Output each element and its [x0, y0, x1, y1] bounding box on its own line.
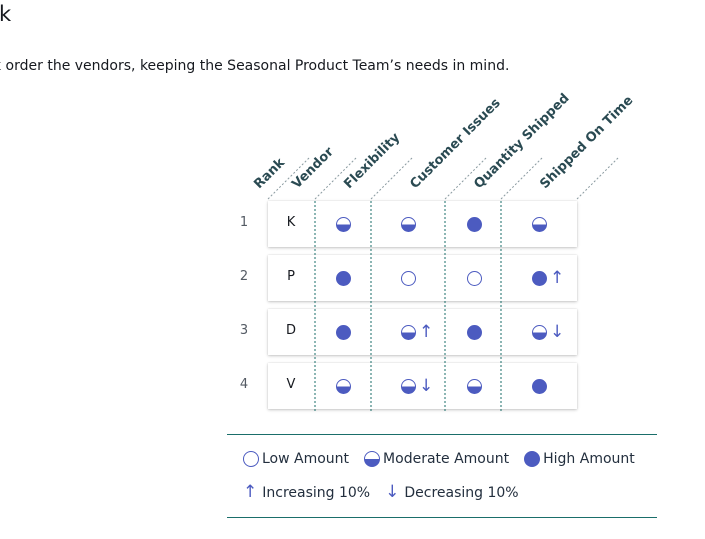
rating-cell: [464, 376, 484, 396]
legend-trends-row: ↑ Increasing 10% ↓ Decreasing 10%: [243, 484, 534, 501]
legend: Low Amount Moderate Amount High Amount ↑ In…: [227, 434, 657, 518]
vendor-label: P: [287, 269, 295, 284]
legend-item-up: ↑ Increasing 10%: [243, 484, 370, 501]
legend-item-low: Low Amount: [243, 451, 349, 467]
half-circle-icon: [401, 378, 416, 394]
table-row[interactable]: [268, 363, 577, 409]
legend-label: Low Amount: [262, 451, 350, 467]
rank-label: 4: [239, 377, 249, 392]
table-row[interactable]: [268, 201, 577, 247]
rating-cell: ↑: [398, 322, 438, 342]
rating-cell: ↓: [529, 322, 569, 342]
empty-circle-icon: [401, 270, 416, 286]
half-circle-icon: [336, 216, 351, 232]
rating-cell: [333, 376, 353, 396]
rating-cell: [529, 214, 549, 234]
rating-cell: [464, 214, 484, 234]
rating-cell: [464, 322, 484, 342]
filled-circle-icon: [467, 216, 482, 232]
header-guide-line: [267, 156, 311, 200]
rating-cell: [398, 214, 418, 234]
half-circle-icon: [364, 451, 381, 467]
legend-label: High Amount: [543, 451, 635, 467]
rating-cell: [333, 322, 353, 342]
header-guide-line: [500, 156, 544, 200]
header-guide-line: [576, 156, 620, 200]
rating-cell: ↑: [529, 268, 569, 288]
half-circle-icon: [467, 378, 482, 394]
rating-cell: ↓: [398, 376, 438, 396]
rating-cell: [333, 268, 353, 288]
half-circle-icon: [532, 324, 547, 340]
up-arrow-icon: ↑: [243, 482, 258, 502]
filled-circle-icon: [524, 451, 541, 467]
rank-label: 1: [239, 215, 249, 230]
rating-cell: [398, 268, 418, 288]
legend-label: Moderate Amount: [383, 451, 510, 467]
instructions-text: k order the vendors, keeping the Seasona…: [0, 58, 510, 74]
vendor-label: D: [285, 323, 296, 338]
rank-label: 3: [239, 323, 249, 338]
half-circle-icon: [336, 378, 351, 394]
filled-circle-icon: [336, 324, 351, 340]
up-arrow-icon: ↑: [419, 321, 434, 342]
empty-circle-icon: [467, 270, 482, 286]
rank-label: 2: [239, 269, 249, 284]
rating-cell: [464, 268, 484, 288]
legend-item-down: ↓ Decreasing 10%: [385, 484, 519, 501]
rating-cell: [333, 214, 353, 234]
filled-circle-icon: [336, 270, 351, 286]
header-guide-line: [370, 156, 414, 200]
legend-item-moderate: Moderate Amount: [364, 451, 509, 467]
legend-label: Increasing 10%: [262, 484, 371, 501]
legend-item-high: High Amount: [524, 451, 635, 467]
legend-label: Decreasing 10%: [404, 484, 519, 501]
filled-circle-icon: [532, 378, 547, 394]
legend-levels-row: Low Amount Moderate Amount High Amount: [243, 451, 650, 467]
rating-cell: [529, 376, 549, 396]
down-arrow-icon: ↓: [550, 321, 565, 342]
header-guide-line: [314, 156, 358, 200]
page-title: sk: [0, 2, 12, 26]
header-guide-line: [444, 156, 488, 200]
table-row[interactable]: [268, 309, 577, 355]
filled-circle-icon: [532, 270, 547, 286]
empty-circle-icon: [243, 451, 259, 467]
filled-circle-icon: [467, 324, 482, 340]
up-arrow-icon: ↑: [550, 267, 565, 288]
vendor-label: V: [286, 377, 296, 392]
half-circle-icon: [401, 216, 416, 232]
down-arrow-icon: ↓: [419, 375, 434, 396]
down-arrow-icon: ↓: [385, 482, 400, 502]
half-circle-icon: [532, 216, 547, 232]
half-circle-icon: [401, 324, 416, 340]
table-row[interactable]: [268, 255, 577, 301]
vendor-label: K: [286, 215, 296, 230]
